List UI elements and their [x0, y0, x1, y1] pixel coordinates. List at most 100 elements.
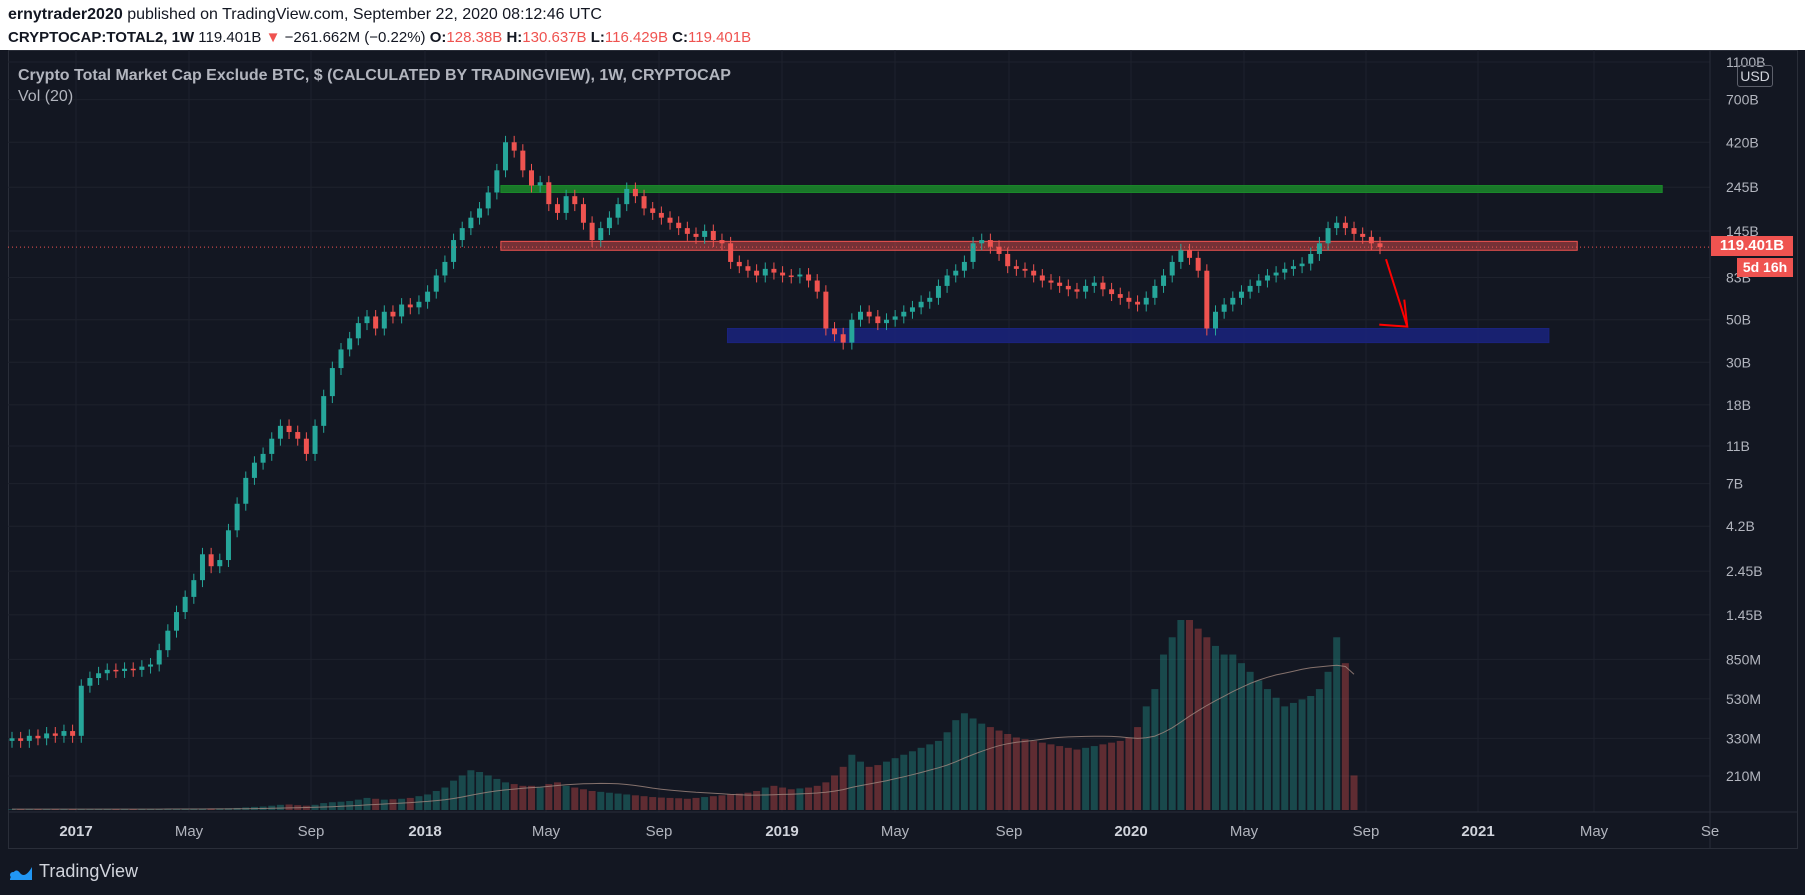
volume-bar — [727, 794, 735, 810]
volume-bar — [597, 791, 605, 810]
candle-body — [52, 733, 58, 736]
close-label: C: — [672, 29, 688, 46]
candle-body — [122, 668, 128, 671]
candle-body — [217, 560, 223, 567]
candle-body — [754, 270, 760, 276]
open-label: O: — [429, 29, 447, 46]
volume-bar — [545, 784, 553, 810]
x-tick-label: Sep — [298, 823, 325, 840]
header-strip: ernytrader2020 published on TradingView.… — [0, 0, 1805, 50]
y-tick-label: 30B — [1726, 354, 1751, 370]
x-tick-label: Sep — [1353, 823, 1380, 840]
volume-bar — [805, 787, 813, 810]
candle-body — [979, 240, 985, 244]
candle-body — [494, 170, 500, 193]
candle-body — [1273, 272, 1279, 276]
volume-bar — [1341, 663, 1349, 810]
candle-body — [1169, 261, 1175, 276]
candle-body — [1022, 268, 1028, 271]
candle-body — [347, 338, 353, 350]
candle-body — [321, 396, 327, 426]
candle-body — [572, 196, 578, 205]
y-tick-label: 1.45B — [1726, 607, 1763, 623]
volume-bar — [683, 798, 691, 810]
x-tick-label: May — [1580, 823, 1609, 840]
candle-body — [1031, 270, 1037, 276]
volume-bar — [1116, 740, 1124, 810]
price-chart[interactable]: 1100B700B420B245B145B83B50B30B18B11B7B4.… — [0, 0, 1805, 849]
candle-body — [78, 685, 84, 736]
volume-bar — [1056, 746, 1064, 810]
volume-bar — [709, 796, 717, 810]
candle-body — [1178, 250, 1184, 262]
volume-bar — [631, 795, 639, 810]
volume-bar — [813, 785, 821, 810]
candle-body — [191, 580, 197, 597]
candle-body — [390, 311, 396, 317]
chart-frame[interactable] — [8, 50, 1798, 849]
volume-bar — [484, 775, 492, 810]
candle-body — [589, 222, 595, 241]
volume-bar — [1186, 620, 1194, 810]
candle-body — [563, 196, 569, 213]
volume-bar — [1099, 744, 1107, 810]
volume-bar — [1151, 689, 1159, 810]
currency-badge[interactable]: USD — [1737, 65, 1773, 87]
candle-body — [606, 217, 612, 229]
candle-body — [797, 274, 803, 277]
volume-bar — [926, 744, 934, 810]
candle-body — [961, 261, 967, 271]
volume-bar — [1255, 680, 1263, 810]
volume-bar — [1012, 737, 1020, 810]
candle-body — [883, 319, 889, 324]
candle-body — [528, 170, 534, 186]
volume-bar — [406, 797, 414, 810]
volume-bar — [467, 770, 475, 810]
volume-bar — [874, 765, 882, 810]
candle-body — [1048, 280, 1054, 283]
volume-bar — [839, 766, 847, 810]
tradingview-logo[interactable]: TradingView — [8, 861, 138, 882]
volume-bar — [527, 785, 535, 810]
volume-bar — [649, 797, 657, 810]
volume-bar — [458, 775, 466, 810]
x-tick-label: 2018 — [408, 823, 441, 840]
candle-body — [580, 204, 586, 223]
candle-body — [762, 268, 768, 276]
volume-bar — [960, 713, 968, 810]
candle-body — [1221, 304, 1227, 312]
candle-body — [260, 453, 266, 463]
volume-bar — [424, 794, 432, 810]
candle-body — [814, 280, 820, 292]
x-tick-label: Se — [1701, 823, 1719, 840]
candle-body — [909, 307, 915, 312]
volume-bar — [502, 782, 510, 810]
candle-body — [44, 733, 50, 739]
candle-body — [286, 425, 292, 433]
y-tick-label: 850M — [1726, 651, 1761, 667]
volume-indicator-label[interactable]: Vol (20) — [18, 88, 74, 105]
volume-bar — [770, 785, 778, 810]
volume-bar — [1324, 671, 1332, 810]
volume-bar — [900, 754, 908, 810]
volume-bar — [1203, 637, 1211, 810]
candle-body — [373, 316, 379, 329]
x-tick-label: May — [532, 823, 561, 840]
low-label: L: — [590, 29, 605, 46]
candle-body — [1256, 280, 1262, 286]
author-name[interactable]: ernytrader2020 — [8, 6, 123, 23]
volume-bar — [1333, 637, 1341, 810]
candle-body — [1005, 253, 1011, 267]
zone-support — [726, 328, 1550, 344]
low-value: 116.429B — [604, 29, 668, 46]
volume-bar — [623, 794, 631, 810]
candle-body — [433, 275, 439, 292]
candle-body — [18, 738, 24, 741]
volume-ma-line — [12, 664, 1355, 810]
y-tick-label: 210M — [1726, 768, 1761, 784]
y-tick-label: 50B — [1726, 312, 1751, 328]
candle-body — [329, 368, 335, 397]
candle-body — [165, 630, 171, 651]
volume-bar — [796, 788, 804, 810]
candle-body — [199, 554, 205, 581]
